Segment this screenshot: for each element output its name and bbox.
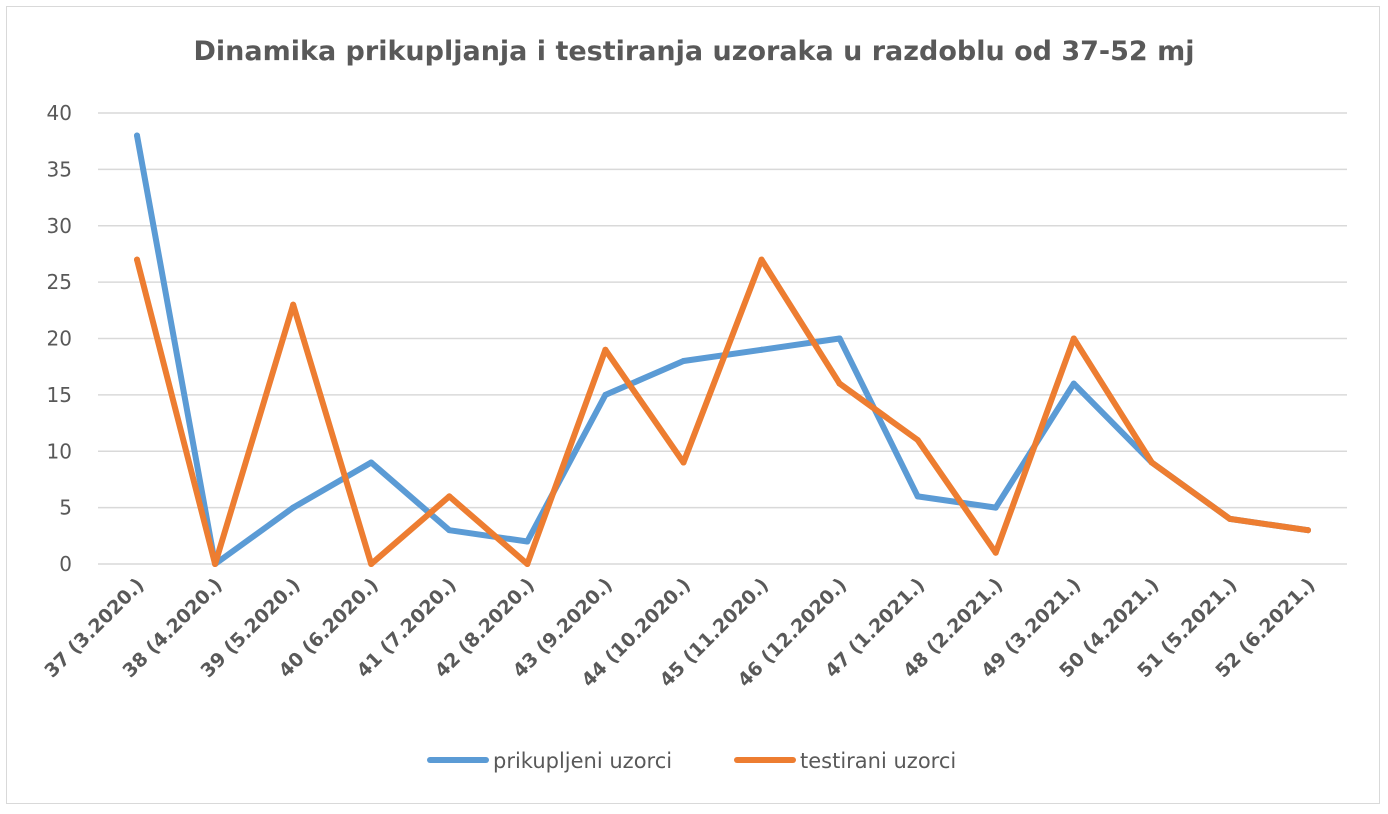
y-tick-label: 0 (59, 552, 72, 576)
data-point (680, 459, 687, 466)
data-point (290, 504, 297, 511)
data-point (446, 527, 453, 534)
data-point (680, 358, 687, 365)
data-point (1070, 380, 1077, 387)
data-point (758, 346, 765, 353)
data-point (992, 549, 999, 556)
y-tick-label: 30 (47, 214, 72, 238)
data-point (212, 561, 219, 567)
data-point (836, 335, 843, 342)
data-point (914, 436, 921, 443)
y-tick-label: 10 (47, 439, 72, 463)
data-point (524, 561, 531, 567)
data-point (368, 459, 375, 466)
data-point (1070, 335, 1077, 342)
series-line-2 (134, 256, 1311, 567)
data-point (602, 346, 609, 353)
data-point (1226, 515, 1233, 522)
legend-label-2: testirani uzorci (800, 749, 956, 773)
data-point (758, 256, 765, 263)
y-tick-label: 5 (59, 496, 72, 520)
data-point (1304, 527, 1311, 534)
chart-title: Dinamika prikupljanja i testiranja uzora… (193, 36, 1195, 67)
data-point (134, 132, 141, 139)
data-point (368, 561, 375, 567)
data-point (602, 391, 609, 398)
series-line-1 (134, 132, 1311, 567)
y-tick-label: 40 (47, 101, 72, 125)
y-tick-label: 20 (47, 327, 72, 351)
data-point (290, 301, 297, 308)
data-point (1148, 459, 1155, 466)
data-point (134, 256, 141, 263)
data-point (524, 538, 531, 545)
y-tick-label: 35 (47, 157, 72, 181)
data-point (836, 380, 843, 387)
data-point (446, 493, 453, 500)
data-point (992, 504, 999, 511)
y-tick-label: 25 (47, 270, 72, 294)
data-point (914, 493, 921, 500)
legend-label-1: prikupljeni uzorci (493, 749, 672, 773)
chart-frame (6, 6, 1380, 804)
y-tick-label: 15 (47, 383, 72, 407)
